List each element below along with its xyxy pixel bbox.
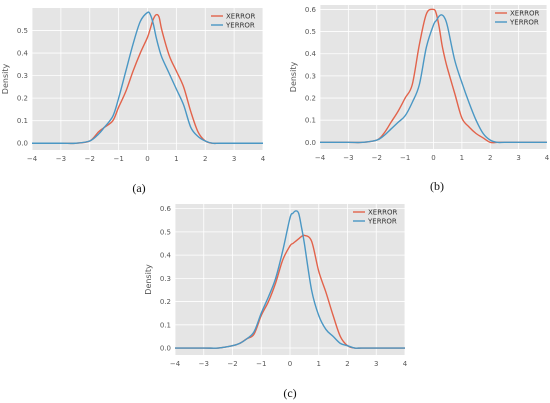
y-tick-label: 0.2 [160, 298, 171, 306]
x-tick-label: 2 [488, 154, 492, 162]
x-tick-label: 2 [345, 360, 349, 368]
y-axis-label: Density [289, 62, 298, 93]
x-tick-label: 0 [288, 360, 292, 368]
x-tick-label: −2 [372, 154, 382, 162]
y-tick-label: 0.3 [305, 72, 316, 80]
series-line-xerror [319, 8, 547, 144]
y-tick-label: 0.3 [160, 275, 171, 283]
y-tick-label: 0.1 [17, 117, 28, 125]
chart-panel: −4 −3 −2 −1 0 1 2 3 4 0.0 0.1 0.2 0.3 0.4 0.5 0.6 Densit… [289, 5, 550, 193]
x-tick-label: −2 [85, 155, 95, 163]
series-line-yerror [319, 14, 547, 144]
x-tick-label: 1 [317, 360, 321, 368]
chart-panel: −4 −3 −2 −1 0 1 2 3 4 0.0 0.1 0.2 0.3 0.4 0.5 Density XE… [1, 8, 266, 195]
legend-label: YERROR [367, 218, 397, 226]
y-tick-label: 0.4 [160, 252, 172, 260]
x-tick-label: 1 [460, 154, 464, 162]
x-tick-label: 3 [516, 154, 520, 162]
x-tick-label: −3 [343, 154, 353, 162]
x-tick-label: −3 [199, 360, 209, 368]
y-tick-label: 0.1 [305, 117, 316, 125]
panel-caption: (b) [430, 179, 444, 193]
x-tick-label: −4 [315, 154, 326, 162]
y-tick-label: 0.0 [160, 345, 171, 353]
series-line-yerror [174, 210, 405, 349]
x-tick-label: 4 [403, 360, 408, 368]
y-tick-label: 0.5 [305, 28, 316, 36]
y-tick-label: 0.4 [305, 50, 317, 58]
y-axis-label: Density [1, 64, 10, 95]
panel-caption: (a) [132, 181, 145, 195]
x-tick-label: −4 [27, 155, 38, 163]
y-tick-label: 0.0 [305, 139, 316, 147]
x-tick-label: −1 [113, 155, 123, 163]
x-tick-label: −2 [227, 360, 237, 368]
legend-label: XERROR [510, 10, 539, 18]
y-tick-label: 0.5 [160, 228, 171, 236]
series-line-yerror [32, 11, 263, 145]
y-tick-label: 0.2 [17, 95, 28, 103]
legend-label: YERROR [225, 22, 255, 30]
legend-label: XERROR [368, 209, 397, 217]
chart-panel: −4 −3 −2 −1 0 1 2 3 4 0.0 0.1 0.2 0.3 0.4 0.5 0.6 Densit… [144, 204, 408, 400]
x-tick-label: 2 [203, 155, 207, 163]
panel-caption: (c) [283, 386, 296, 400]
y-tick-label: 0.3 [17, 72, 28, 80]
y-tick-label: 0.6 [160, 205, 172, 213]
x-tick-label: −3 [56, 155, 66, 163]
x-tick-label: 3 [232, 155, 236, 163]
y-axis-label: Density [144, 264, 153, 295]
x-tick-label: −1 [256, 360, 266, 368]
y-tick-label: 0.0 [17, 140, 28, 148]
y-tick-label: 0.2 [305, 95, 316, 103]
x-tick-label: 1 [174, 155, 178, 163]
x-tick-label: −1 [400, 154, 410, 162]
x-tick-label: −4 [170, 360, 181, 368]
x-tick-label: 4 [261, 155, 266, 163]
x-tick-label: 0 [145, 155, 149, 163]
x-tick-label: 4 [545, 154, 550, 162]
x-tick-label: 3 [374, 360, 378, 368]
y-tick-label: 0.4 [17, 50, 29, 58]
x-tick-label: 0 [431, 154, 435, 162]
legend-label: XERROR [226, 13, 255, 21]
y-tick-label: 0.5 [17, 27, 28, 35]
legend-label: YERROR [509, 19, 539, 27]
y-tick-label: 0.1 [160, 321, 171, 329]
y-tick-label: 0.6 [305, 6, 317, 14]
